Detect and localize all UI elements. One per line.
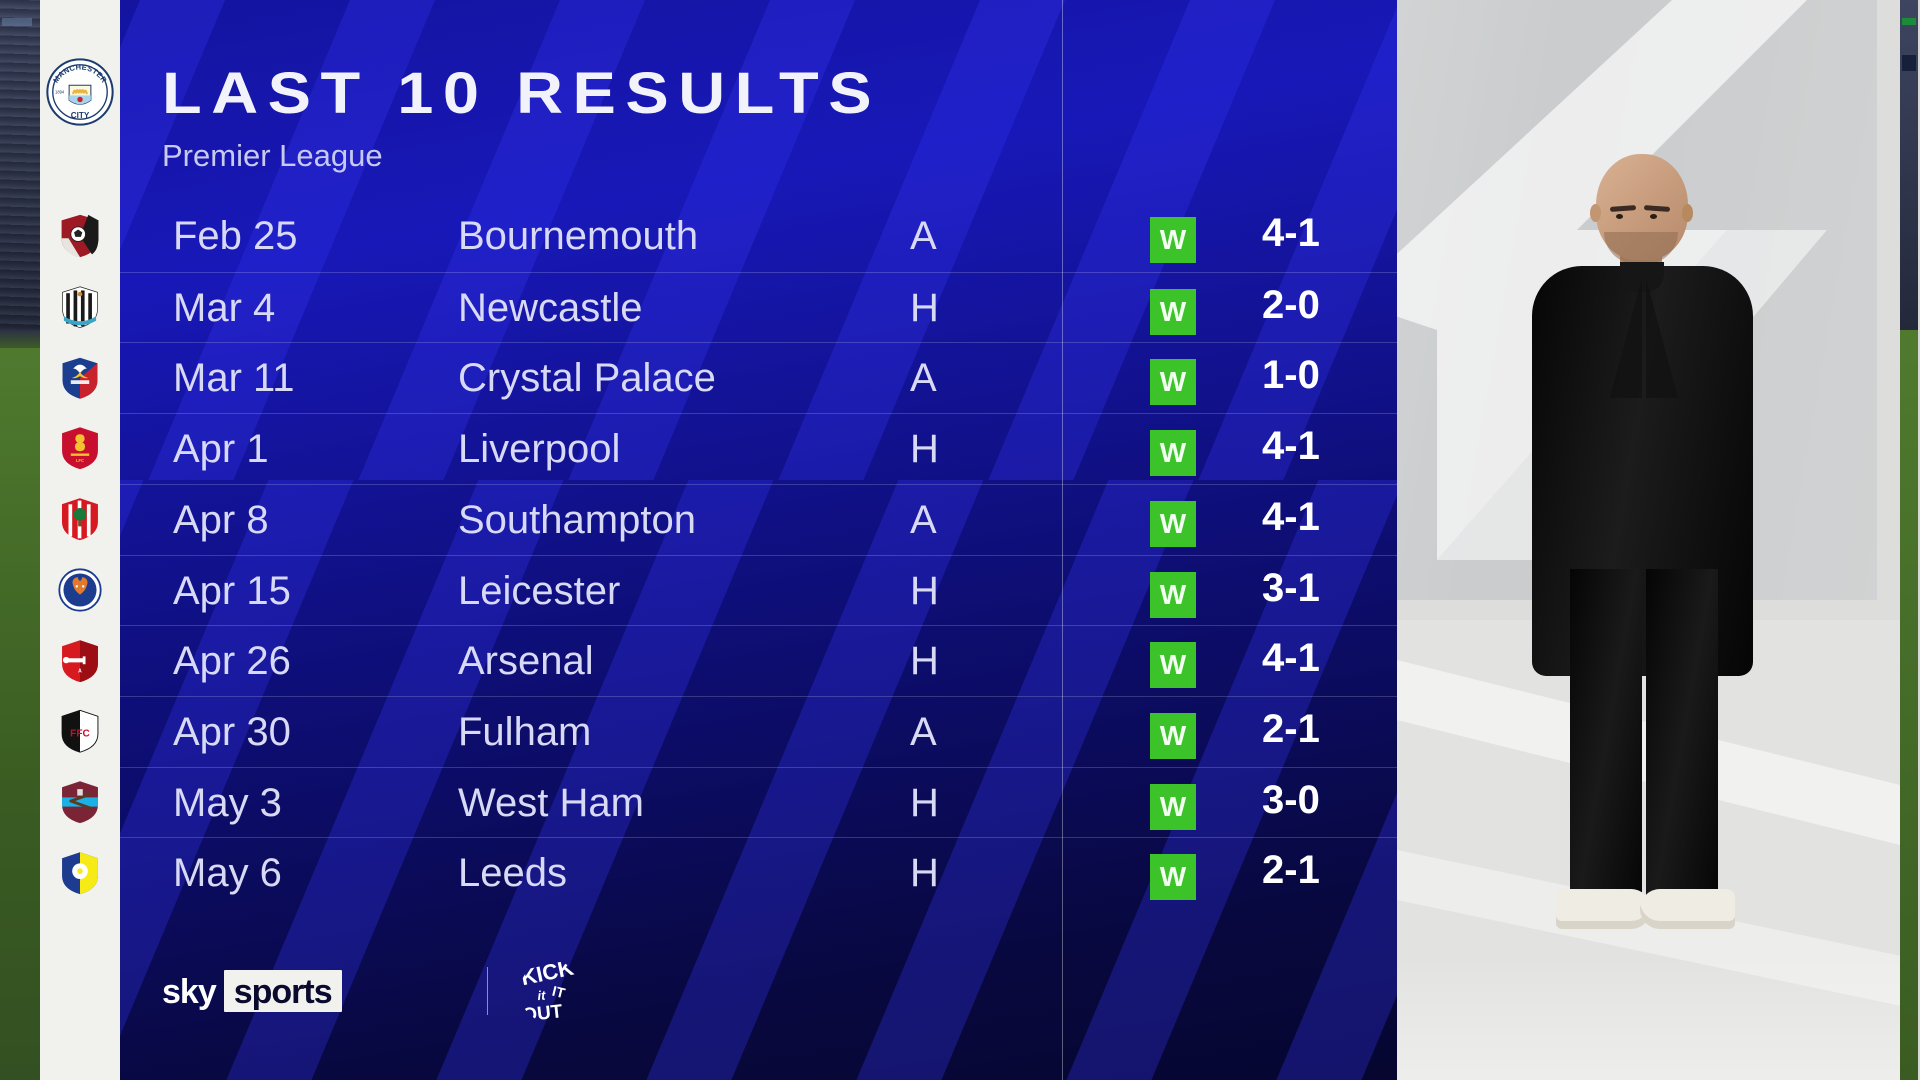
svg-text:CITY: CITY — [71, 111, 90, 120]
svg-text:1894: 1894 — [55, 89, 65, 94]
svg-text:KICK: KICK — [519, 959, 576, 990]
svg-text:IT: IT — [550, 984, 566, 1003]
svg-text:OUT: OUT — [521, 1001, 564, 1026]
svg-text:A: A — [78, 668, 82, 674]
svg-text:LFC: LFC — [76, 458, 84, 463]
svg-text:it: it — [537, 988, 547, 1004]
svg-text:FFC: FFC — [70, 729, 90, 740]
